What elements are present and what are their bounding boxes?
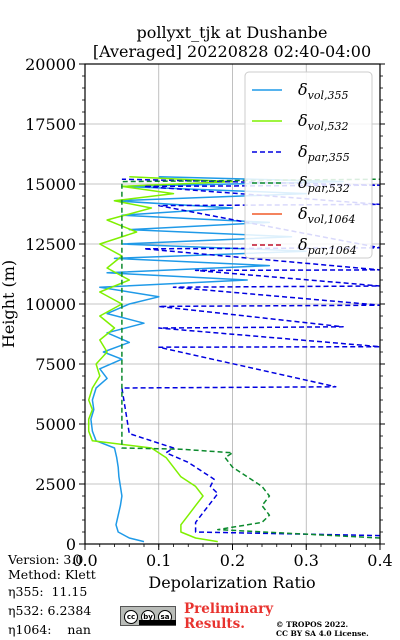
eta1064-row: η1064: nan (8, 622, 91, 638)
legend-label: δvol,1064 (298, 204, 356, 226)
preliminary-line1: Preliminary (184, 601, 274, 617)
eta532-value: 6.2384 (47, 603, 92, 618)
eta1064-value: nan (67, 622, 91, 637)
legend-label: δpar,355 (298, 142, 350, 164)
y-tick-label: 2500 (35, 475, 76, 494)
copyright-notice: © TROPOS 2022. CC BY SA 4.0 License. (276, 620, 369, 638)
version-text: Version: 3.0 (8, 552, 84, 567)
y-tick-label: 20000 (25, 55, 76, 74)
y-tick-label: 17500 (25, 115, 76, 134)
cc-license-badge-icon: cc by sa (120, 606, 176, 626)
x-axis-label: Depolarization Ratio (148, 573, 315, 592)
x-tick-label: 0.3 (294, 551, 319, 570)
legend-label-subscript: vol,532 (308, 120, 349, 133)
x-tick-label: 0.4 (367, 551, 392, 570)
y-tick-label: 10000 (25, 295, 76, 314)
legend-label-symbol: δ (298, 80, 308, 99)
legend-label-subscript: vol,1064 (308, 213, 356, 226)
y-tick-label: 7500 (35, 355, 76, 374)
legend-label: δpar,1064 (298, 235, 357, 257)
eta532-row: η532: 6.2384 (8, 603, 91, 619)
y-tick-label: 15000 (25, 175, 76, 194)
method-text: Method: Klett (8, 567, 96, 582)
axis-ticks: 0.0 0.1 0.2 0.3 0.4 0 2500 5000 7500 10000 12500 15… (25, 55, 393, 570)
legend-label-subscript: par,355 (308, 151, 350, 164)
chart-title-line2: [Averaged] 20220828 02:40-04:00 (93, 42, 371, 61)
chart-title-line1: pollyxt_tjk at Dushanbe (136, 23, 327, 42)
y-tick-label: 12500 (25, 235, 76, 254)
legend-label: δvol,532 (298, 111, 349, 133)
legend-label-symbol: δ (298, 235, 308, 254)
legend: δvol,355δvol,532δpar,355δpar,532δvol,106… (244, 71, 373, 259)
copyright-line1: © TROPOS 2022. (276, 620, 349, 629)
x-tick-label: 0.2 (220, 551, 245, 570)
legend-label-subscript: par,532 (308, 182, 350, 195)
legend-label-symbol: δ (298, 111, 308, 130)
eta532-label: η532: (8, 603, 44, 618)
series-line-vol-532 (87, 176, 234, 543)
y-axis-label: Height (m) (0, 260, 18, 348)
legend-label-subscript: vol,355 (308, 89, 349, 102)
legend-box (244, 71, 373, 259)
legend-label-symbol: δ (298, 204, 308, 223)
eta1064-label: η1064: (8, 622, 52, 637)
y-tick-label: 5000 (35, 415, 76, 434)
cc-icon: cc (124, 610, 138, 624)
preliminary-line2: Results. (184, 616, 245, 632)
eta355-row: η355: 11.15 (8, 584, 87, 600)
eta355-label: η355: (8, 584, 44, 599)
x-tick-label: 0.1 (146, 551, 171, 570)
copyright-line2: CC BY SA 4.0 License. (276, 629, 369, 638)
legend-label-symbol: δ (298, 173, 308, 192)
legend-label-symbol: δ (298, 142, 308, 161)
legend-label: δvol,355 (298, 80, 349, 102)
legend-label-subscript: par,1064 (308, 244, 357, 257)
y-tick-label: 0 (66, 535, 76, 554)
legend-label: δpar,532 (298, 173, 350, 195)
x-tick-label: 0.0 (72, 551, 97, 570)
eta355-value: 11.15 (51, 584, 88, 599)
badge-strip (139, 620, 176, 625)
preliminary-notice: Preliminary Results. (184, 602, 273, 632)
series-line-par-532 (121, 178, 380, 539)
series-line-vol-355 (90, 176, 344, 543)
